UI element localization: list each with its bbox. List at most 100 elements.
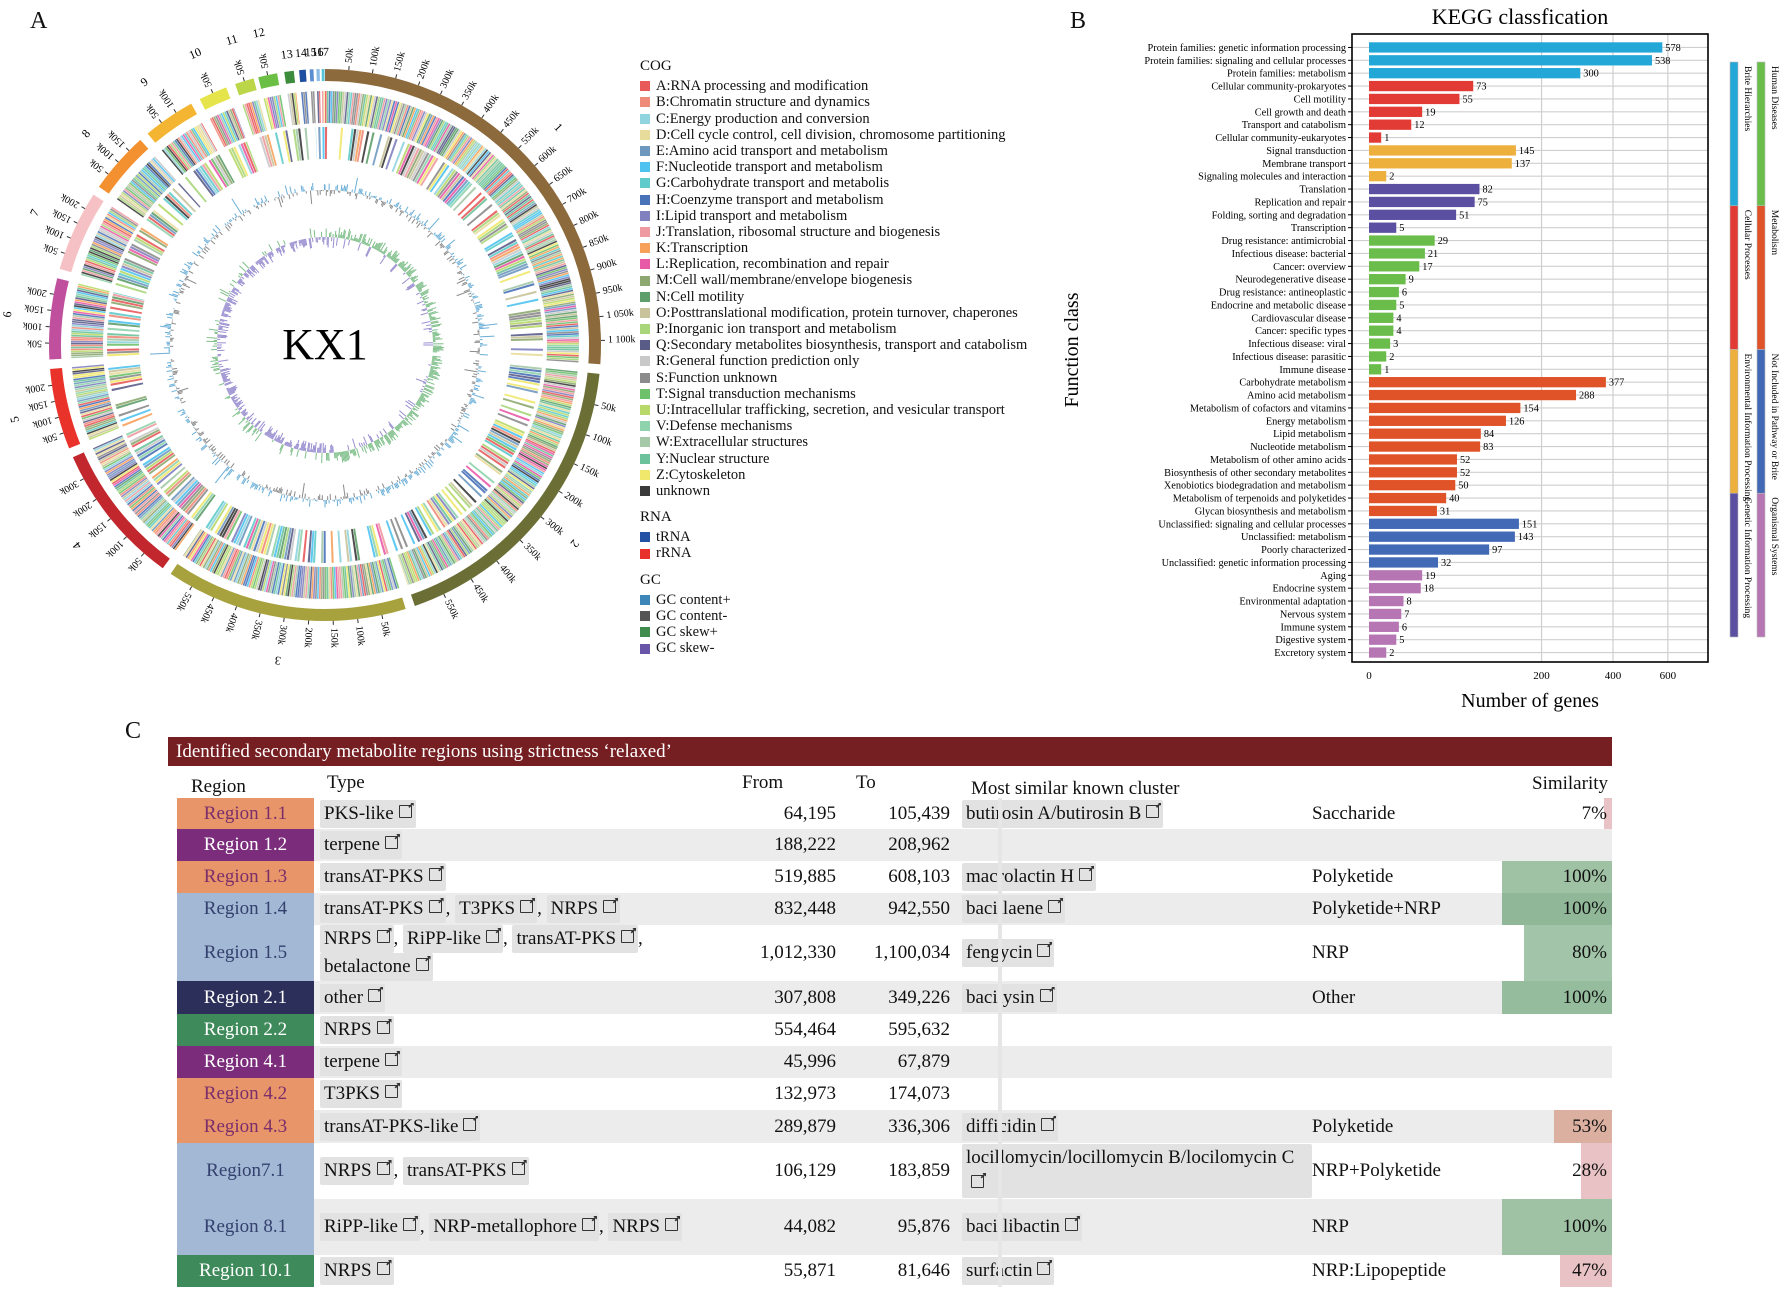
type-link[interactable]: transAT-PKS [320, 863, 446, 891]
region-cell[interactable]: Region 4.1 [177, 1046, 314, 1078]
region-cell[interactable]: Region 4.2 [177, 1078, 314, 1110]
type-link[interactable]: T3PKS [455, 895, 538, 923]
type-link[interactable]: T3PKS [320, 1080, 402, 1108]
external-link-icon[interactable] [621, 930, 635, 943]
type-link[interactable]: NRPS [546, 895, 621, 923]
type-link[interactable]: NRPS [320, 925, 394, 953]
type-label[interactable]: terpene [324, 1051, 380, 1072]
external-link-icon[interactable] [384, 1053, 398, 1066]
type-label[interactable]: NRPS [324, 1019, 372, 1040]
region-cell[interactable]: Region7.1 [177, 1143, 314, 1199]
type-label[interactable]: NRP-metallophore [433, 1216, 577, 1237]
region-label[interactable]: Region7.1 [206, 1160, 285, 1181]
external-link-icon[interactable] [376, 930, 390, 943]
region-label[interactable]: Region 1.4 [203, 898, 288, 919]
type-link[interactable]: transAT-PKS [320, 895, 446, 923]
region-cell[interactable]: Region 2.1 [177, 981, 314, 1014]
external-link-icon[interactable] [581, 1218, 595, 1231]
type-link[interactable]: RiPP-like [403, 925, 503, 953]
external-link-icon[interactable] [1041, 1117, 1055, 1131]
region-label[interactable]: Region 4.3 [203, 1115, 288, 1137]
region-cell[interactable]: Region 1.2 [177, 829, 314, 861]
type-label[interactable]: NRPS [612, 1216, 660, 1237]
region-label[interactable]: Region 1.5 [203, 942, 288, 963]
type-link[interactable]: betalactone [320, 953, 433, 981]
cluster-label[interactable]: locillomycin/locillomycin B/locilomycin … [966, 1147, 1295, 1168]
type-link[interactable]: transAT-PKS [512, 925, 639, 953]
external-link-icon[interactable] [415, 958, 429, 971]
cluster-label[interactable]: bacillibactin [966, 1216, 1060, 1237]
type-link[interactable]: terpene [320, 1048, 402, 1076]
external-link-icon[interactable] [1079, 868, 1093, 881]
region-label[interactable]: Region 4.1 [203, 1051, 288, 1072]
type-link[interactable]: NRPS [320, 1157, 394, 1185]
region-cell[interactable]: Region 1.3 [177, 861, 314, 893]
type-label[interactable]: terpene [324, 834, 380, 855]
type-label[interactable]: transAT-PKS [324, 898, 424, 919]
external-link-icon[interactable] [1039, 988, 1053, 1002]
external-link-icon[interactable] [402, 1218, 416, 1231]
external-link-icon[interactable] [485, 930, 499, 943]
cluster-link[interactable]: surfactin [962, 1257, 1055, 1285]
region-label[interactable]: Region 4.2 [203, 1083, 288, 1104]
type-link[interactable]: terpene [320, 831, 402, 859]
cluster-link[interactable]: bacillaene [962, 895, 1066, 923]
type-label[interactable]: other [324, 986, 364, 1008]
external-link-icon[interactable] [368, 988, 382, 1002]
external-link-icon[interactable] [1048, 900, 1062, 913]
cluster-label[interactable]: macrolactin H [966, 866, 1075, 887]
type-link[interactable]: NRPS [320, 1257, 394, 1285]
external-link-icon[interactable] [428, 900, 442, 913]
cluster-link[interactable]: bacillibactin [962, 1213, 1082, 1241]
type-link[interactable]: RiPP-like [320, 1213, 420, 1241]
type-link[interactable]: NRPS [320, 1016, 394, 1044]
external-link-icon[interactable] [971, 1175, 984, 1188]
cluster-link[interactable]: locillomycin/locillomycin B/locilomycin … [962, 1144, 1312, 1198]
region-cell[interactable]: Region 8.1 [177, 1199, 314, 1255]
type-link[interactable]: transAT-PKS-like [320, 1112, 481, 1141]
cluster-link[interactable]: macrolactin H [962, 863, 1097, 891]
type-link[interactable]: other [320, 983, 386, 1012]
external-link-icon[interactable] [384, 1085, 398, 1098]
region-cell[interactable]: Region 10.1 [177, 1255, 314, 1287]
region-cell[interactable]: Region 1.1 [177, 798, 314, 829]
type-label[interactable]: RiPP-like [407, 928, 481, 949]
type-label[interactable]: transAT-PKS [407, 1160, 507, 1181]
cluster-link[interactable]: difficidin [962, 1112, 1059, 1141]
external-link-icon[interactable] [463, 1117, 477, 1131]
external-link-icon[interactable] [384, 836, 398, 849]
region-label[interactable]: Region 1.3 [203, 866, 288, 887]
external-link-icon[interactable] [603, 900, 617, 913]
external-link-icon[interactable] [376, 1021, 390, 1034]
region-cell[interactable]: Region 2.2 [177, 1014, 314, 1046]
external-link-icon[interactable] [520, 900, 534, 913]
type-label[interactable]: NRPS [324, 1160, 372, 1181]
cluster-link[interactable]: butirosin A/butirosin B [962, 799, 1164, 828]
region-label[interactable]: Region 2.1 [203, 986, 288, 1008]
region-label[interactable]: Region 1.2 [203, 834, 288, 855]
external-link-icon[interactable] [428, 868, 442, 881]
region-cell[interactable]: Region 4.3 [177, 1110, 314, 1143]
region-label[interactable]: Region 2.2 [203, 1019, 288, 1040]
region-label[interactable]: Region 8.1 [203, 1216, 288, 1237]
type-link[interactable]: NRPS [608, 1213, 682, 1241]
type-link[interactable]: PKS-like [320, 799, 416, 828]
type-label[interactable]: NRPS [324, 928, 372, 949]
cluster-link[interactable]: bacilysin [962, 983, 1057, 1012]
region-label[interactable]: Region 1.1 [203, 802, 288, 824]
external-link-icon[interactable] [398, 804, 412, 818]
type-label[interactable]: NRPS [550, 898, 599, 919]
external-link-icon[interactable] [1146, 804, 1160, 818]
external-link-icon[interactable] [1064, 1218, 1078, 1231]
type-label[interactable]: T3PKS [459, 898, 516, 919]
external-link-icon[interactable] [664, 1218, 678, 1231]
type-link[interactable]: transAT-PKS [403, 1157, 529, 1185]
region-cell[interactable]: Region 1.5 [177, 925, 314, 981]
cluster-label[interactable]: bacillaene [966, 898, 1044, 919]
type-label[interactable]: transAT-PKS [516, 928, 617, 949]
external-link-icon[interactable] [376, 1262, 390, 1275]
cluster-link[interactable]: fengycin [962, 939, 1055, 967]
external-link-icon[interactable] [511, 1162, 525, 1175]
type-label[interactable]: T3PKS [324, 1083, 380, 1104]
type-label[interactable]: RiPP-like [324, 1216, 398, 1237]
